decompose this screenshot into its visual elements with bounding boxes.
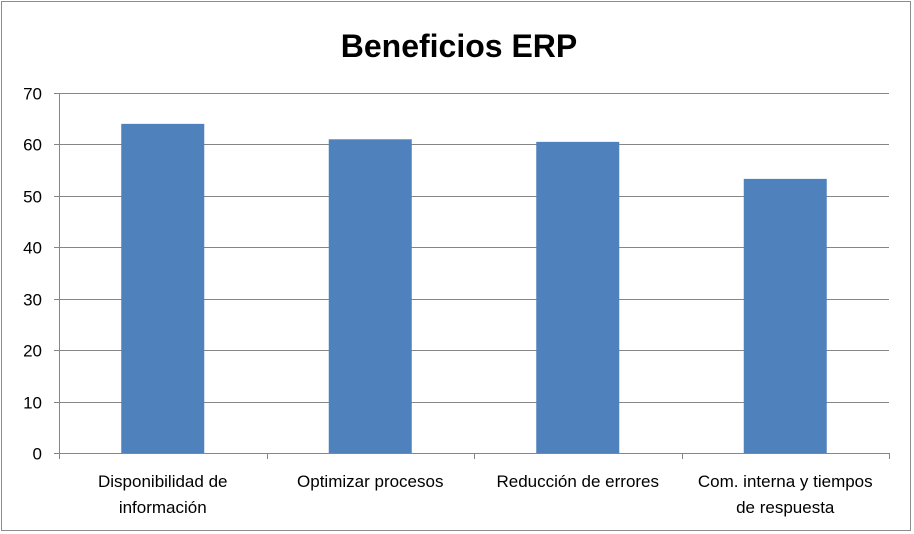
x-category-label-line: Disponibilidad de xyxy=(98,472,227,491)
bar-4 xyxy=(743,178,827,453)
y-tick-label-0: 0 xyxy=(33,445,42,464)
y-tick-label-70: 70 xyxy=(23,85,42,104)
x-category-label-line: Optimizar procesos xyxy=(297,472,443,491)
chart-title: Beneficios ERP xyxy=(341,28,578,64)
y-tick-label-20: 20 xyxy=(23,342,42,361)
x-category-label-line: Com. interna y tiempos xyxy=(698,472,873,491)
bar-3 xyxy=(536,141,620,453)
x-category-label-line: de respuesta xyxy=(736,498,835,517)
x-category-label-line: información xyxy=(119,498,207,517)
x-category-label-1: Disponibilidad de información xyxy=(98,472,227,517)
x-category-label-2: Optimizar procesos xyxy=(297,472,443,491)
y-tick-label-10: 10 xyxy=(23,394,42,413)
y-tick-labels: 0 10 20 30 40 50 60 70 xyxy=(23,85,42,464)
x-category-labels: Disponibilidad de información Optimizar pr… xyxy=(98,472,873,517)
y-tick-label-50: 50 xyxy=(23,188,42,207)
x-category-label-line: Reducción de errores xyxy=(496,472,659,491)
y-tick-label-30: 30 xyxy=(23,291,42,310)
bar-2 xyxy=(328,139,412,454)
y-tick-label-40: 40 xyxy=(23,239,42,258)
x-category-label-4: Com. interna y tiempos de respuesta xyxy=(698,472,873,517)
x-category-label-3: Reducción de errores xyxy=(496,472,659,491)
bar-1 xyxy=(121,123,205,453)
axes xyxy=(54,93,890,459)
y-tick-label-60: 60 xyxy=(23,136,42,155)
bars xyxy=(121,123,827,454)
